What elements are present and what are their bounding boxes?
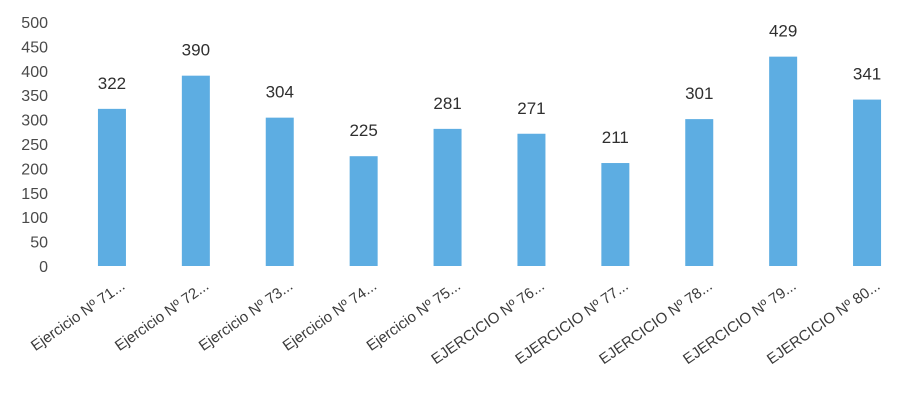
bar [517, 133, 546, 266]
y-tick-label: 500 [21, 15, 48, 32]
y-tick-label: 200 [21, 161, 48, 178]
bar [97, 108, 126, 266]
bar-value-label: 304 [266, 83, 294, 102]
bar [769, 56, 798, 267]
y-tick-label: 350 [21, 88, 48, 105]
bar-value-label: 281 [433, 94, 461, 113]
bar-value-label: 341 [853, 65, 881, 84]
bar [265, 117, 294, 266]
y-tick-label: 450 [21, 39, 48, 56]
bar [433, 128, 462, 266]
bar [181, 75, 210, 267]
y-tick-label: 50 [30, 235, 48, 252]
bar-value-label: 301 [685, 84, 713, 103]
bar-value-label: 271 [517, 99, 545, 118]
y-tick-label: 100 [21, 210, 48, 227]
x-axis: Ejercicio Nº 71...Ejercicio Nº 72...Ejer… [28, 277, 883, 368]
y-tick-label: 400 [21, 64, 48, 81]
bar-value-label: 390 [182, 41, 210, 60]
bar [853, 99, 882, 266]
y-tick-label: 250 [21, 137, 48, 154]
bar [601, 163, 630, 266]
y-axis: 0 50 100 150 200 250 300 350 400 450 500 [21, 15, 48, 276]
bars-group [97, 56, 882, 267]
y-tick-label: 300 [21, 113, 48, 130]
data-labels-group: 322 390 304 225 281 271 211 301 429 341 [98, 22, 881, 147]
y-tick-label: 150 [21, 186, 48, 203]
bar-value-label: 429 [769, 22, 797, 41]
bar [685, 119, 714, 266]
bar-value-label: 322 [98, 74, 126, 93]
y-tick-label: 0 [39, 259, 48, 276]
bar [349, 156, 378, 266]
bar-value-label: 225 [349, 121, 377, 140]
bar-value-label: 211 [602, 128, 629, 147]
